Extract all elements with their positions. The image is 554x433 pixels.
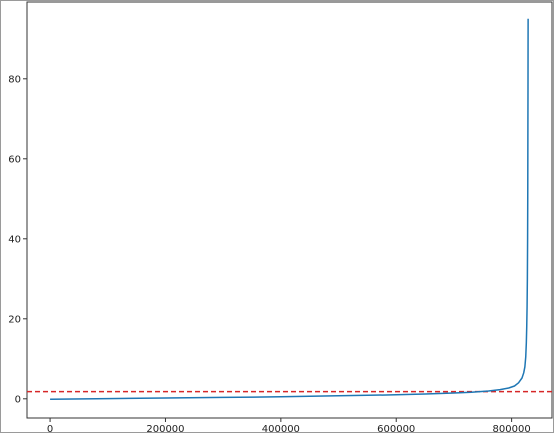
series-group xyxy=(50,18,529,400)
x-tick-label: 600000 xyxy=(377,424,415,433)
y-tick-label: 20 xyxy=(8,314,21,325)
x-tick-label: 200000 xyxy=(146,424,184,433)
x-tick-label: 400000 xyxy=(262,424,300,433)
plot-area xyxy=(26,1,553,419)
y-tick-label: 60 xyxy=(8,154,21,165)
series-line xyxy=(50,18,529,400)
x-tick-label: 800000 xyxy=(493,424,531,433)
y-tick-label: 0 xyxy=(15,394,21,405)
y-tick-label: 40 xyxy=(8,234,21,245)
x-tick-label: 0 xyxy=(47,424,53,433)
y-tick-label: 80 xyxy=(8,74,21,85)
axis-ticks: 0 20 40 60 80 0 200000 400000 600000 800000 xyxy=(8,74,530,433)
